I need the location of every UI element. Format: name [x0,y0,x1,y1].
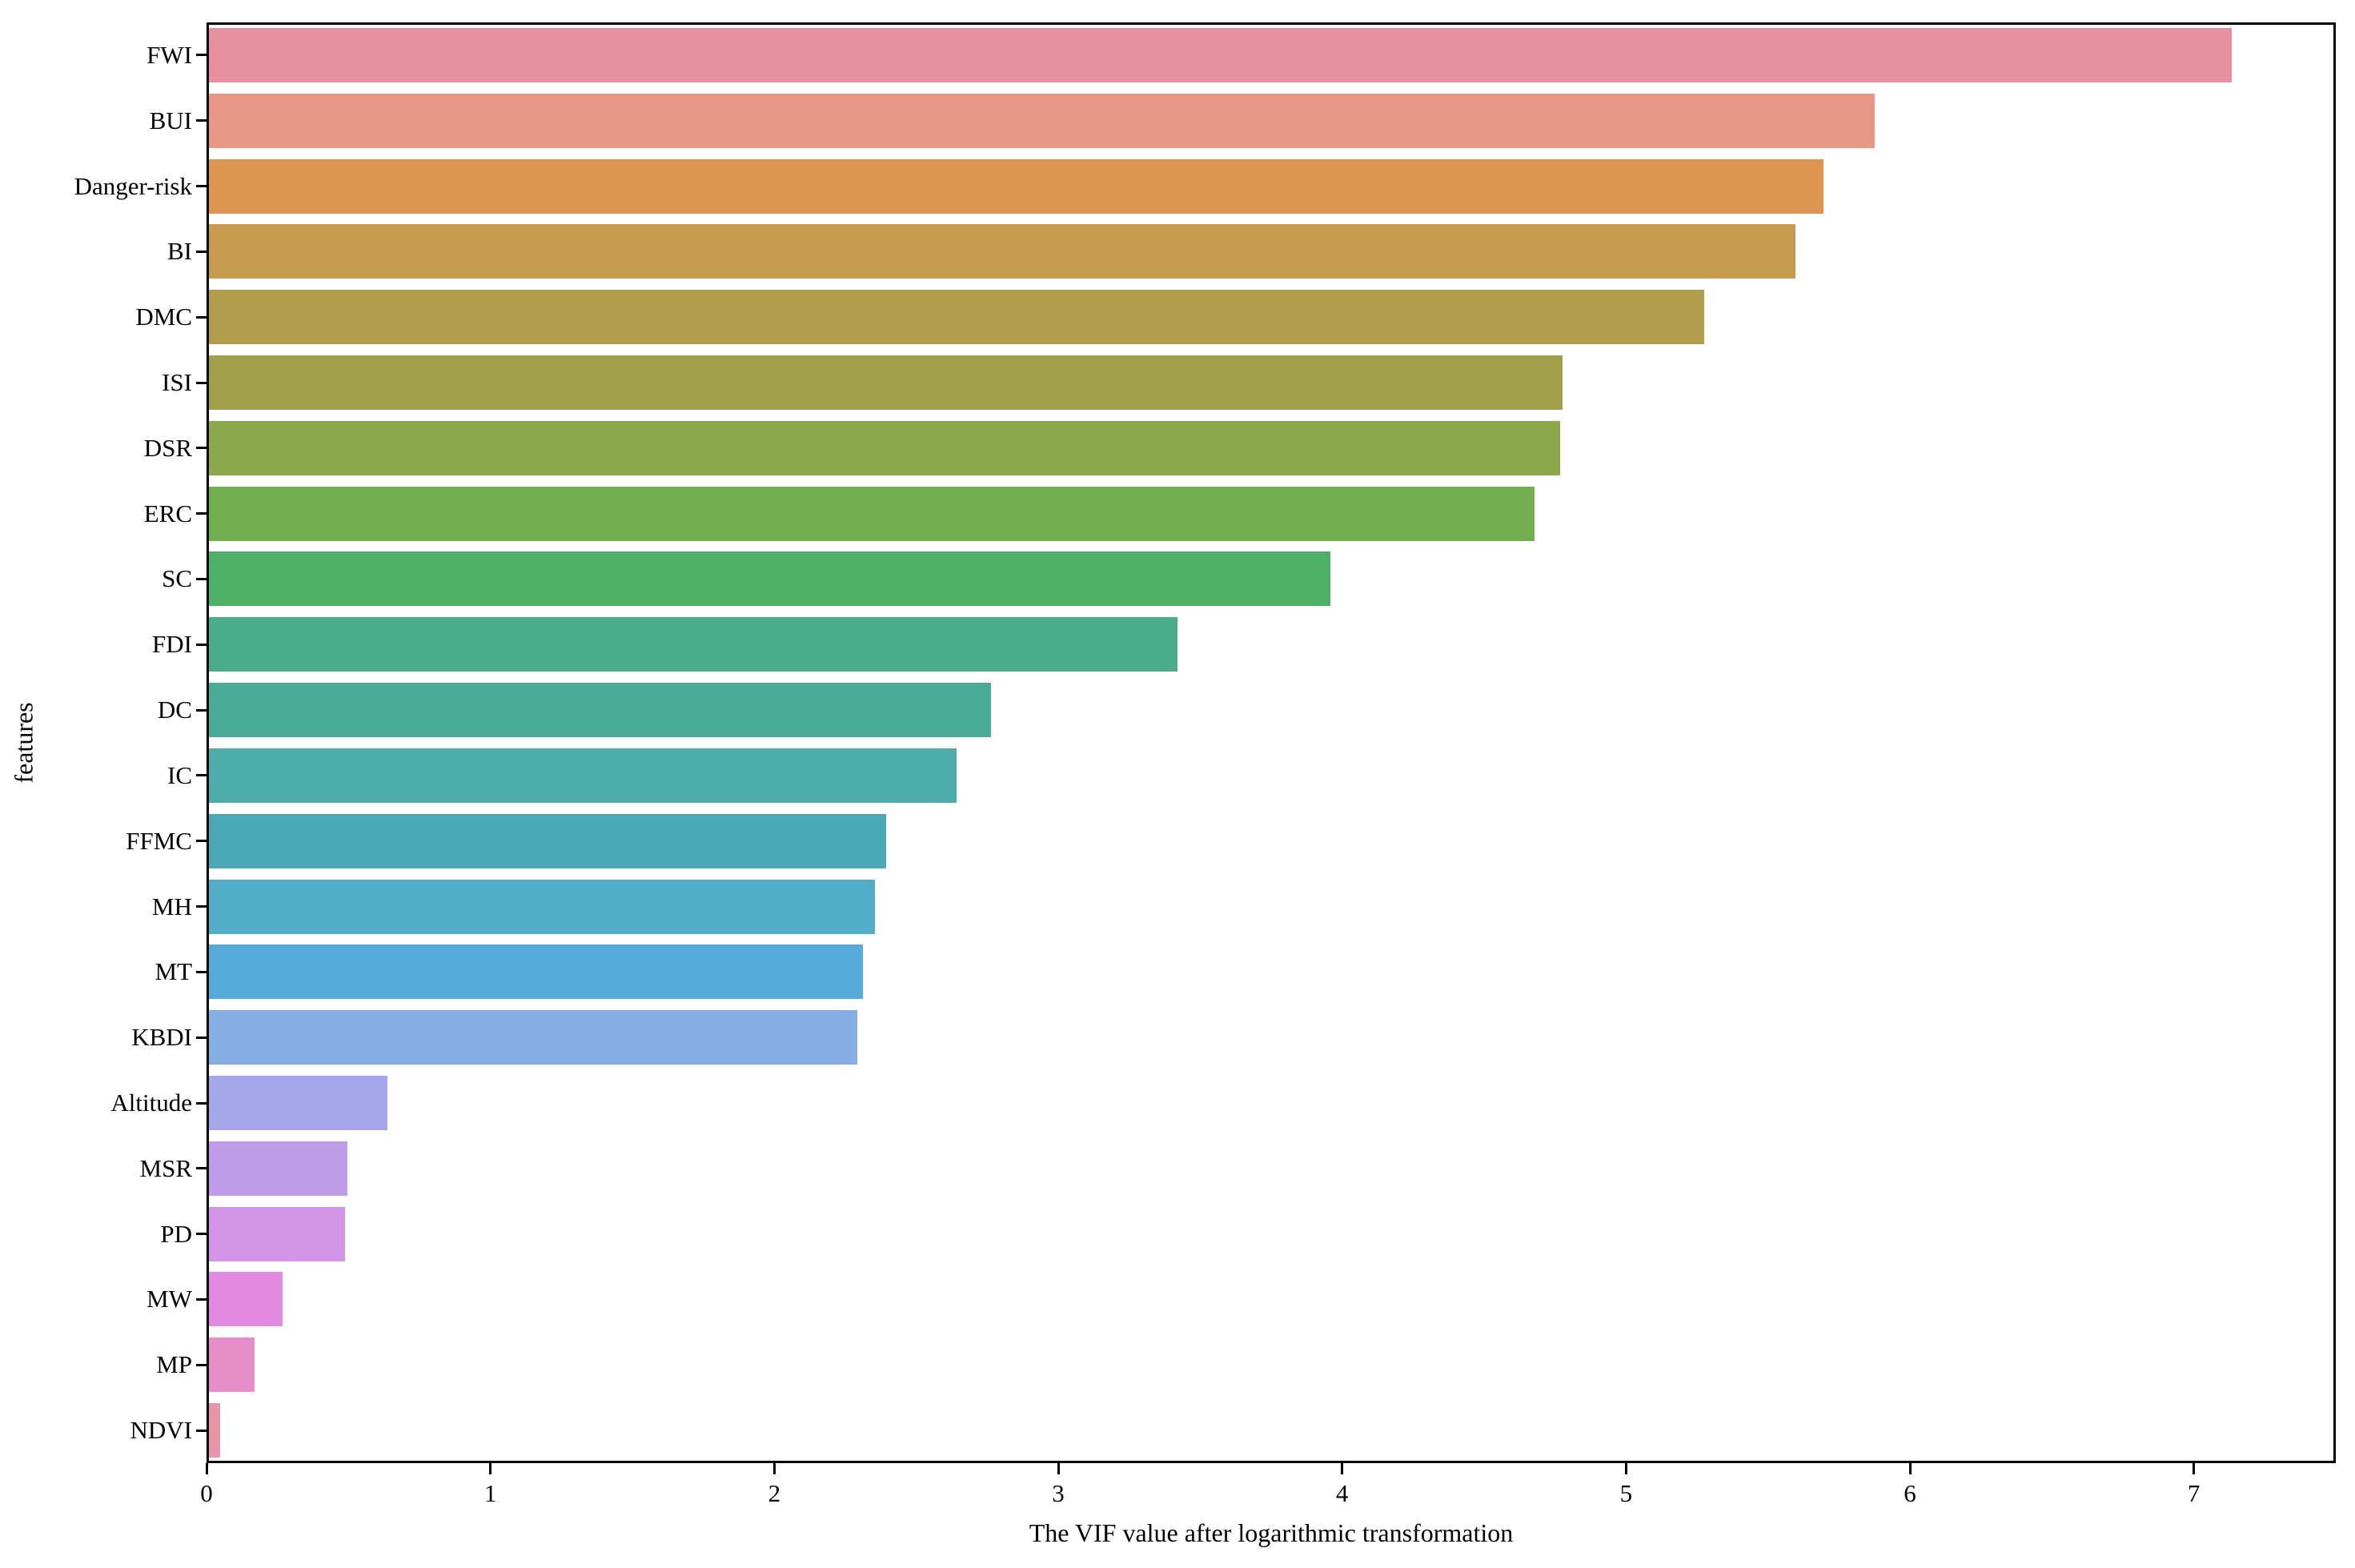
y-tick-label-SC: SC [162,564,192,593]
x-tick-mark [489,1463,492,1474]
y-tick-mark [196,1297,207,1301]
y-tick-mark [196,512,207,515]
y-tick-label-DSR: DSR [143,433,192,462]
y-tick-mark [196,315,207,319]
bar-ISI [209,355,1563,410]
x-axis-title: The VIF value after logarithmic transfor… [1029,1518,1514,1547]
bar-MH [209,879,875,934]
y-tick-label-MW: MW [146,1285,192,1313]
bar-DC [209,683,991,738]
bar-MSR [209,1141,348,1196]
bar-Danger-risk [209,158,1824,214]
bar-DMC [209,290,1705,345]
y-tick-label-MH: MH [152,892,192,920]
y-tick-mark [196,250,207,253]
y-tick-label-FFMC: FFMC [126,826,192,855]
x-tick-mark [1057,1463,1060,1474]
y-tick-mark [196,1429,207,1432]
y-tick-label-PD: PD [160,1219,192,1248]
x-tick-label-0: 0 [200,1479,213,1507]
bar-MW [209,1272,283,1327]
y-tick-mark [196,643,207,646]
y-tick-mark [196,774,207,777]
y-tick-mark [196,119,207,122]
x-tick-mark [772,1463,776,1474]
y-tick-label-FDI: FDI [152,630,192,659]
bar-FWI [209,27,2232,82]
bar-NDVI [209,1403,221,1458]
y-tick-label-ISI: ISI [162,368,192,396]
y-tick-label-Danger-risk: Danger-risk [74,171,192,200]
bar-BI [209,224,1795,279]
x-tick-label-1: 1 [483,1479,497,1507]
y-tick-mark [196,840,207,843]
bar-MP [209,1337,255,1393]
plot-area [207,22,2336,1463]
bar-SC [209,551,1331,607]
bar-MT [209,944,864,1000]
y-tick-label-DC: DC [157,696,192,724]
x-tick-label-4: 4 [1335,1479,1349,1507]
x-tick-label-7: 7 [2187,1479,2201,1507]
y-tick-label-BUI: BUI [149,106,192,134]
y-tick-label-FWI: FWI [146,40,192,69]
x-tick-label-3: 3 [1052,1479,1065,1507]
y-tick-label-KBDI: KBDI [131,1023,192,1052]
bar-DSR [209,420,1560,475]
y-tick-label-Altitude: Altitude [110,1089,192,1117]
y-tick-mark [196,381,207,384]
y-tick-mark [196,1167,207,1170]
y-tick-label-MP: MP [156,1350,192,1379]
y-tick-label-BI: BI [167,237,192,266]
x-tick-label-5: 5 [1619,1479,1633,1507]
y-tick-mark [196,905,207,908]
y-tick-mark [196,54,207,57]
y-tick-mark [196,1101,207,1105]
x-tick-mark [1624,1463,1627,1474]
y-tick-mark [196,1036,207,1039]
y-tick-label-DMC: DMC [135,303,192,331]
bar-KBDI [209,1010,858,1065]
y-tick-mark [196,708,207,712]
y-tick-mark [196,970,207,973]
y-tick-mark [196,1233,207,1236]
bar-FFMC [209,813,886,868]
y-axis-title: features [9,702,38,784]
x-tick-label-6: 6 [1904,1479,1916,1507]
x-tick-mark [2193,1463,2196,1474]
y-tick-mark [196,577,207,580]
y-tick-label-MT: MT [154,957,193,986]
x-tick-mark [205,1463,208,1474]
y-tick-label-MSR: MSR [139,1153,192,1182]
y-tick-mark [196,1363,207,1366]
x-tick-mark [1908,1463,1912,1474]
y-tick-label-ERC: ERC [143,499,192,527]
bar-Altitude [209,1076,387,1130]
x-tick-mark [1341,1463,1344,1474]
bar-ERC [209,486,1535,541]
y-tick-label-NDVI: NDVI [130,1416,193,1445]
x-tick-label-2: 2 [768,1479,781,1507]
bar-FDI [209,617,1178,672]
y-tick-mark [196,185,207,188]
bar-IC [209,748,957,803]
bar-BUI [209,93,1875,148]
y-tick-label-IC: IC [167,760,192,789]
bar-PD [209,1206,345,1261]
y-tick-mark [196,447,207,450]
